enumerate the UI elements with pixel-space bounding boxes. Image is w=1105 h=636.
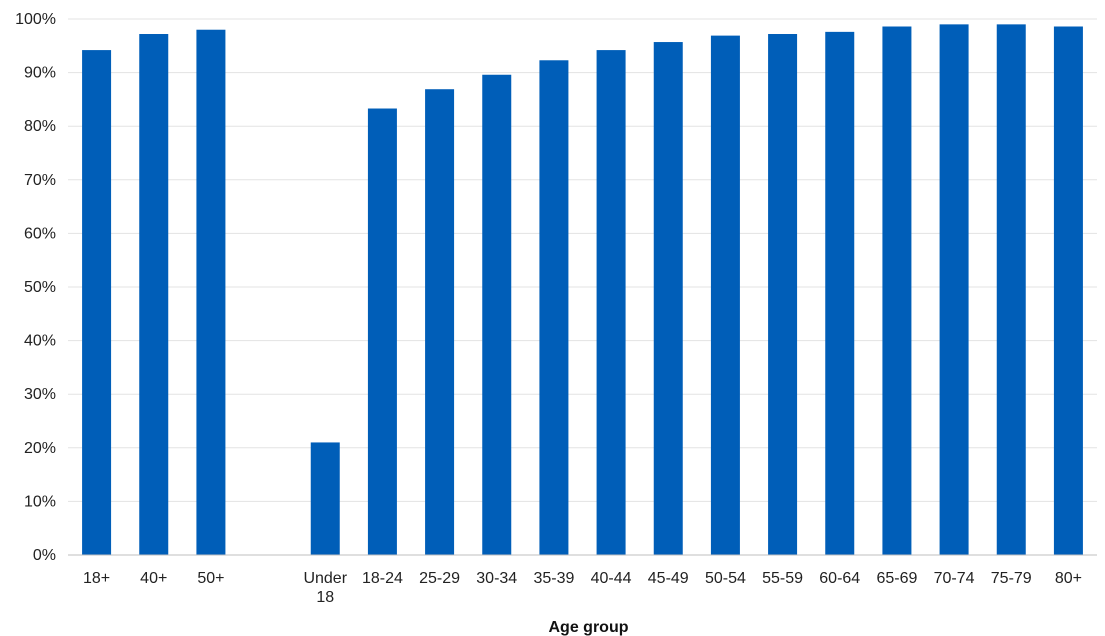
y-tick-label: 40% [24, 333, 56, 350]
y-tick-label: 70% [24, 172, 56, 189]
y-tick-label: 80% [24, 118, 56, 135]
bar [482, 74, 512, 555]
bar [539, 60, 569, 555]
bar [82, 50, 112, 555]
bar [367, 108, 397, 556]
bar [196, 29, 226, 556]
x-tick-label: 18-24 [362, 570, 403, 587]
bar [996, 24, 1026, 556]
gridlines [68, 18, 1097, 502]
x-tick-label: 18+ [83, 570, 110, 587]
x-tick-label: 25-29 [419, 570, 460, 587]
bar [310, 442, 340, 555]
y-axis-tick-labels: 0% 10% 20% 30% 40% 50% 60% 70% 80% 90% 100% [15, 11, 56, 564]
x-tick-label: 80+ [1055, 570, 1082, 587]
bar [139, 34, 169, 556]
y-tick-label: 30% [24, 386, 56, 403]
x-tick-label: 30-34 [476, 570, 517, 587]
x-tick-label: 65-69 [876, 570, 917, 587]
y-tick-label: 20% [24, 440, 56, 457]
bar [1053, 26, 1083, 555]
bar [939, 24, 969, 556]
x-tick-label: 45-49 [648, 570, 689, 587]
bars [82, 24, 1083, 556]
x-tick-label: 50+ [197, 570, 224, 587]
y-tick-label: 90% [24, 65, 56, 82]
y-tick-label: 60% [24, 225, 56, 242]
bar [596, 50, 626, 555]
x-tick-label: 60-64 [819, 570, 860, 587]
bar [882, 26, 912, 555]
bar [710, 35, 740, 555]
x-tick-label: 40-44 [591, 570, 632, 587]
y-tick-label: 50% [24, 279, 56, 296]
y-tick-label: 100% [15, 11, 56, 28]
x-tick-label: 40+ [140, 570, 167, 587]
bar [825, 31, 855, 555]
bar [425, 89, 455, 555]
x-tick-label: 70-74 [934, 570, 975, 587]
y-tick-label: 0% [33, 547, 56, 564]
bar [653, 42, 683, 556]
x-axis-title: Age group [549, 619, 629, 636]
x-axis-tick-labels: 18+ 40+ 50+ Under 18 18-24 25-29 30-34 35-39 40-4… [83, 570, 1082, 606]
x-tick-label: 35-39 [533, 570, 574, 587]
x-tick-label: 50-54 [705, 570, 746, 587]
x-tick-label: Under 18 [303, 570, 347, 606]
x-tick-label: 55-59 [762, 570, 803, 587]
bar [768, 34, 798, 556]
y-tick-label: 10% [24, 493, 56, 510]
x-tick-label: 75-79 [991, 570, 1032, 587]
